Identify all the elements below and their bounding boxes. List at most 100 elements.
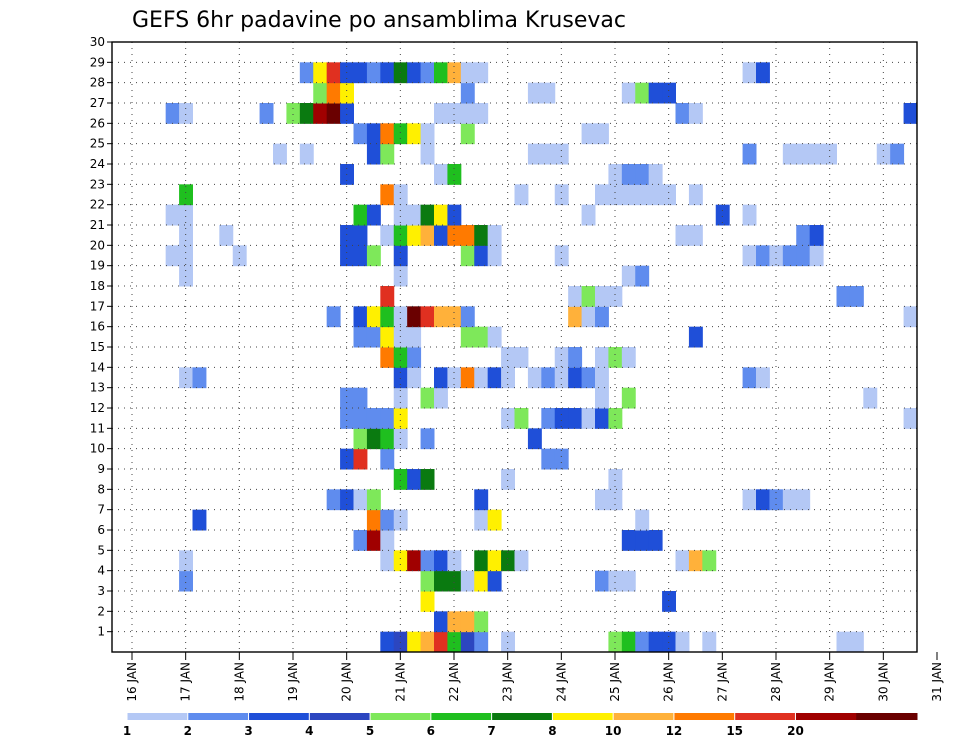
y-tick-label: 28 [90, 76, 105, 90]
legend-label: 5 [366, 724, 374, 738]
heatmap-cell [326, 62, 341, 84]
heatmap-cell [541, 82, 556, 104]
heatmap-cells [165, 62, 918, 653]
y-tick-label: 20 [90, 238, 105, 252]
heatmap-cell [340, 448, 354, 470]
legend-label: 2 [184, 724, 192, 738]
heatmap-cell [581, 408, 596, 429]
heatmap-cell [313, 82, 328, 104]
heatmap-cell [420, 469, 435, 490]
heatmap-cell [621, 631, 636, 653]
heatmap-cell [393, 225, 408, 246]
y-tick-label: 16 [90, 320, 105, 334]
heatmap-cell [474, 631, 489, 653]
heatmap-cell [353, 448, 368, 470]
heatmap-cell [675, 550, 690, 572]
heatmap-cell [568, 347, 583, 368]
heatmap-cell [380, 428, 395, 450]
heatmap-cell [742, 245, 757, 267]
y-tick-label: 4 [97, 564, 105, 578]
heatmap-cell [434, 387, 448, 409]
y-tick-label: 29 [90, 55, 105, 69]
heatmap-cell [460, 225, 475, 246]
y-tick-label: 11 [90, 421, 105, 435]
heatmap-cell [434, 367, 448, 389]
heatmap-cell [769, 489, 784, 511]
heatmap-cell [447, 611, 462, 633]
heatmap-cell [595, 347, 609, 368]
heatmap-cell [407, 326, 422, 348]
heatmap-cell [635, 530, 650, 551]
heatmap-cell [393, 367, 408, 389]
heatmap-cell [380, 550, 395, 572]
heatmap-cell [756, 245, 770, 267]
heatmap-cell [393, 509, 408, 531]
y-tick-label: 17 [90, 299, 105, 313]
heatmap-cell [407, 225, 422, 246]
heatmap-cell [568, 306, 583, 328]
heatmap-cell [474, 550, 489, 572]
heatmap-cell [353, 387, 368, 409]
heatmap-cell [514, 408, 529, 429]
heatmap-cell [420, 123, 435, 145]
legend-swatch [127, 713, 189, 720]
heatmap-cell [474, 367, 489, 389]
heatmap-cell [420, 204, 435, 226]
heatmap-cell [568, 367, 583, 389]
heatmap-cell [165, 245, 180, 267]
heatmap-cell [621, 265, 636, 287]
x-axis: 16 JAN 17 JAN 18 JAN 19 JAN 20 JAN 21 JAN 22 J… [125, 652, 944, 702]
heatmap-cell [581, 204, 596, 226]
heatmap-cell [702, 631, 717, 653]
x-tick-label: 31 JAN [930, 662, 944, 702]
y-tick-label: 18 [90, 279, 105, 293]
heatmap-cell [541, 143, 556, 165]
heatmap-cell [554, 184, 569, 206]
heatmap-cell [380, 631, 395, 653]
heatmap-cell [434, 570, 448, 592]
y-tick-label: 14 [90, 360, 105, 374]
heatmap-cell [366, 509, 381, 531]
heatmap-cell [527, 367, 542, 389]
heatmap-cell [192, 367, 207, 389]
heatmap-cell [326, 489, 341, 511]
heatmap-cell [179, 103, 193, 124]
heatmap-cell [192, 509, 207, 531]
heatmap-cell [460, 570, 475, 592]
heatmap-cell [474, 225, 489, 246]
heatmap-cell [232, 245, 247, 267]
legend-swatch [491, 713, 553, 720]
heatmap-cell [434, 306, 448, 328]
heatmap-cell [527, 82, 542, 104]
x-tick-label: 17 JAN [179, 662, 193, 702]
legend-label: 12 [666, 724, 683, 738]
heatmap-cell [353, 428, 368, 450]
x-tick-label: 16 JAN [125, 662, 139, 702]
heatmap-cell [460, 103, 475, 124]
x-tick-label: 24 JAN [554, 662, 568, 702]
legend-label: 10 [605, 724, 622, 738]
heatmap-cell [380, 286, 395, 307]
heatmap-cell [420, 387, 435, 409]
heatmap-cell [447, 570, 462, 592]
heatmap-cell [648, 631, 663, 653]
heatmap-cell [715, 204, 730, 226]
heatmap-cell [407, 631, 422, 653]
heatmap-cell [809, 225, 824, 246]
legend-swatch [613, 713, 675, 720]
x-tick-label: 26 JAN [662, 662, 676, 702]
heatmap-cell [393, 204, 408, 226]
heatmap-cell [366, 143, 381, 165]
heatmap-cell [608, 347, 623, 368]
legend-swatch [430, 713, 493, 720]
heatmap-cell [165, 204, 180, 226]
heatmap-cell [635, 164, 650, 185]
heatmap-cell [340, 408, 354, 429]
heatmap-cell [474, 62, 489, 84]
heatmap-cell [326, 103, 341, 124]
heatmap-cell [179, 184, 193, 206]
heatmap-cell [849, 286, 864, 307]
y-tick-label: 27 [90, 96, 105, 110]
heatmap-cell [595, 570, 609, 592]
heatmap-cell [460, 306, 475, 328]
